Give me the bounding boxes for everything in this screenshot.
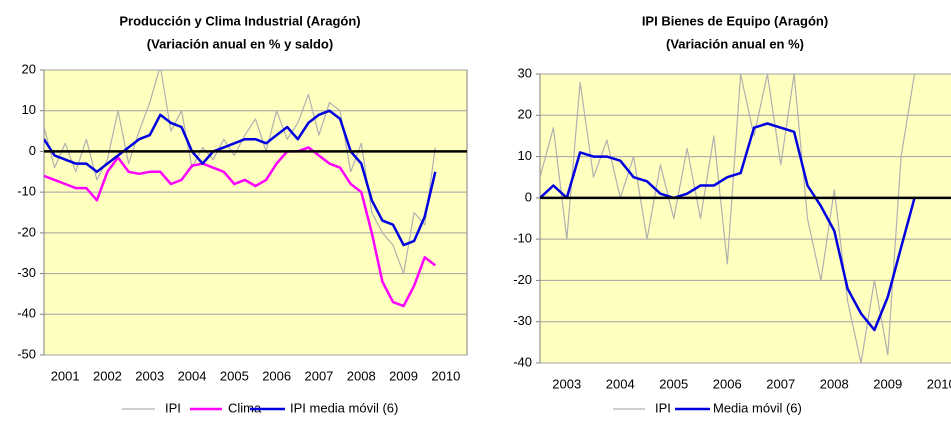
x-tick-label: 2007 bbox=[304, 368, 333, 383]
x-tick-label: 2010 bbox=[927, 376, 951, 391]
y-tick-label: 10 bbox=[518, 148, 532, 163]
x-tick-label: 2004 bbox=[606, 376, 635, 391]
legend-label: IPI bbox=[165, 400, 181, 415]
x-tick-label: 2009 bbox=[873, 376, 902, 391]
plot-area bbox=[43, 69, 468, 356]
y-tick-label: -30 bbox=[17, 265, 36, 280]
series-line bbox=[44, 109, 437, 247]
series-line bbox=[540, 74, 916, 363]
series-line bbox=[540, 122, 916, 332]
x-tick-label: 2003 bbox=[135, 368, 164, 383]
y-tick-label: -20 bbox=[513, 272, 532, 287]
chart-subtitle: (Variación anual en %) bbox=[666, 36, 804, 51]
x-tick-label: 2004 bbox=[178, 368, 207, 383]
y-tick-label: -40 bbox=[513, 354, 532, 369]
x-tick-label: 2006 bbox=[713, 376, 742, 391]
legend-label: Media móvil (6) bbox=[713, 400, 802, 415]
legend-label: Clima bbox=[228, 400, 262, 415]
y-tick-label: -40 bbox=[17, 306, 36, 321]
y-tick-label: 10 bbox=[22, 102, 36, 117]
x-tick-label: 2008 bbox=[820, 376, 849, 391]
x-tick-label: 2009 bbox=[389, 368, 418, 383]
x-tick-label: 2005 bbox=[659, 376, 688, 391]
legend-label: IPI bbox=[655, 400, 671, 415]
chart-title: Producción y Clima Industrial (Aragón) bbox=[119, 13, 360, 28]
y-tick-label: -30 bbox=[513, 313, 532, 328]
plot-area bbox=[539, 73, 951, 364]
y-tick-label: 20 bbox=[518, 107, 532, 122]
legend-label: IPI media móvil (6) bbox=[290, 400, 398, 415]
y-tick-label: 20 bbox=[22, 61, 36, 76]
y-tick-label: -20 bbox=[17, 224, 36, 239]
series-line bbox=[44, 146, 437, 308]
x-tick-label: 2007 bbox=[766, 376, 795, 391]
x-tick-label: 2010 bbox=[431, 368, 460, 383]
y-tick-label: -50 bbox=[17, 346, 36, 361]
y-tick-label: -10 bbox=[17, 184, 36, 199]
x-tick-label: 2002 bbox=[93, 368, 122, 383]
x-tick-label: 2003 bbox=[552, 376, 581, 391]
x-tick-label: 2001 bbox=[51, 368, 80, 383]
y-tick-label: 30 bbox=[518, 65, 532, 80]
x-tick-label: 2008 bbox=[347, 368, 376, 383]
chart-title: IPI Bienes de Equipo (Aragón) bbox=[642, 13, 828, 28]
x-tick-label: 2005 bbox=[220, 368, 249, 383]
y-tick-label: -10 bbox=[513, 231, 532, 246]
y-tick-label: 0 bbox=[525, 189, 532, 204]
chart-subtitle: (Variación anual en % y saldo) bbox=[147, 36, 333, 51]
x-tick-label: 2006 bbox=[262, 368, 291, 383]
y-tick-label: 0 bbox=[29, 143, 36, 158]
